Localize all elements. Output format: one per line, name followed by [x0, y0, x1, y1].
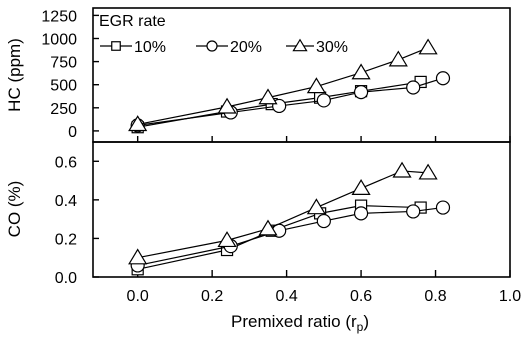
co-triangle-point: [351, 178, 371, 195]
hc-y-tick-label: 250: [50, 101, 77, 118]
hc-axis-title: HC (ppm): [5, 38, 24, 112]
legend-triangle-marker: [292, 38, 308, 52]
co-series-10pct-line: [137, 205, 421, 270]
co-y-tick-label: 0.0: [55, 270, 77, 287]
legend-label-10pct: 10%: [134, 39, 166, 56]
co-triangle-point: [217, 231, 237, 248]
legend-circle-marker: [206, 40, 218, 52]
co-triangle-point: [306, 198, 326, 215]
co-triangle-point: [258, 219, 278, 236]
legend-title: EGR rate: [99, 13, 166, 30]
co-circle-point: [406, 204, 421, 219]
hc-circle-point: [316, 93, 331, 108]
hc-y-tick-label: 750: [50, 55, 77, 72]
hc-circle-point: [406, 80, 421, 95]
x-axis-title-subscript: p: [357, 320, 364, 334]
co-series-30pct-line: [137, 170, 429, 259]
x-axis-title-close: ): [363, 312, 369, 331]
hc-triangle-point: [217, 97, 237, 114]
hc-circle-point: [435, 71, 451, 86]
legend: EGR rate 10% 20% 30%: [99, 13, 348, 56]
x-tick-label: 0.6: [350, 288, 372, 305]
hc-triangle-point: [258, 88, 278, 105]
co-triangle-point: [418, 163, 438, 180]
co-circle-point: [353, 206, 369, 221]
x-tick-label: 0.0: [127, 288, 149, 305]
co-series-20pct-line: [137, 206, 444, 267]
co-panel-frame: [92, 141, 511, 278]
legend-label-30pct: 30%: [316, 39, 348, 56]
hc-triangle-point: [418, 38, 438, 55]
hc-y-tick-label: 500: [50, 78, 77, 95]
co-y-tick-label: 0.4: [55, 193, 77, 210]
hc-series-10pct-line: [137, 81, 421, 128]
co-y-tick-label: 0.2: [55, 231, 77, 248]
x-tick-label: 0.8: [424, 288, 446, 305]
legend-label-20pct: 20%: [230, 39, 262, 56]
hc-y-tick-label: 1250: [41, 8, 77, 25]
co-axis-title: CO (%): [5, 181, 24, 238]
hc-triangle-point: [128, 115, 148, 132]
x-tick-label: 0.2: [201, 288, 223, 305]
hc-y-tick-label: 1000: [41, 31, 77, 48]
hc-triangle-point: [351, 63, 371, 80]
hc-circle-point: [353, 84, 369, 100]
co-circle-point: [316, 213, 331, 229]
hc-triangle-point: [306, 77, 326, 94]
x-axis-title: Premixed ratio (rp): [231, 312, 369, 334]
co-triangle-point: [392, 161, 412, 178]
co-y-tick-label: 0.6: [55, 154, 77, 171]
x-axis-title-main: Premixed ratio (r: [231, 312, 357, 331]
hc-series-30pct-line: [137, 47, 429, 126]
co-triangle-point: [128, 248, 148, 265]
co-circle-point: [435, 200, 451, 215]
hc-y-tick-label: 0: [68, 124, 77, 141]
hc-triangle-point: [388, 50, 408, 67]
x-tick-label: 0.4: [275, 288, 297, 305]
x-tick-label: 1.0: [499, 288, 521, 305]
legend-square-marker: [111, 41, 121, 51]
